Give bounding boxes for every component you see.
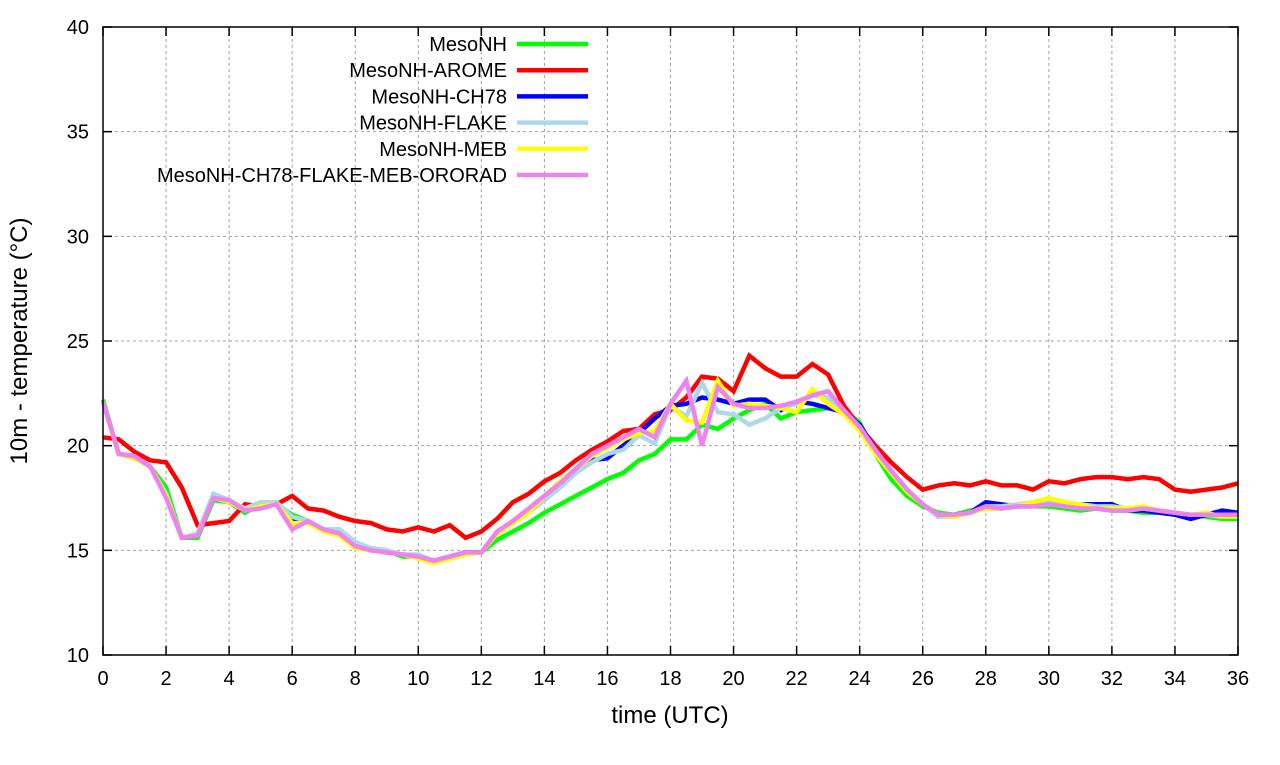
axis-ticks: 0 2 4 6 8 10 12 14 16 18 20 22 24 26 28 30 32 34 361015202… <box>67 17 1249 690</box>
y-axis-label: 10m - temperature (°C) <box>6 218 33 465</box>
x-tick-label: 36 <box>1227 668 1249 690</box>
legend-label: MesoNH <box>429 34 507 56</box>
x-tick-label: 12 <box>470 668 492 690</box>
legend-label: MesoNH-FLAKE <box>359 113 507 135</box>
x-tick-label: 10 <box>407 668 429 690</box>
x-tick-label: 30 <box>1038 668 1060 690</box>
x-tick-label: 22 <box>785 668 807 690</box>
y-tick-label: 10 <box>67 645 89 667</box>
x-tick-label: 4 <box>224 668 235 690</box>
x-tick-label: 24 <box>849 668 871 690</box>
x-tick-label: 32 <box>1101 668 1123 690</box>
x-tick-label: 18 <box>659 668 681 690</box>
y-tick-label: 25 <box>67 331 89 353</box>
x-tick-label: 28 <box>975 668 997 690</box>
series-line-mesonh-ch78-flake-meb-ororad <box>100 375 1238 564</box>
legend: MesoNH MesoNH-AROME MesoNH-CH78 MesoNH-FLAK… <box>157 34 588 187</box>
series-lines <box>100 352 1239 566</box>
y-tick-label: 15 <box>67 540 89 562</box>
x-tick-label: 0 <box>97 668 108 690</box>
x-tick-label: 20 <box>722 668 744 690</box>
x-tick-label: 14 <box>533 668 555 690</box>
legend-label: MesoNH-CH78 <box>371 86 507 108</box>
y-tick-label: 20 <box>67 436 89 458</box>
x-tick-label: 34 <box>1164 668 1186 690</box>
x-tick-label: 16 <box>596 668 618 690</box>
legend-label: MesoNH-CH78-FLAKE-MEB-ORORAD <box>157 165 507 187</box>
x-axis-label: time (UTC) <box>611 702 728 729</box>
x-tick-label: 26 <box>912 668 934 690</box>
legend-label: MesoNH-AROME <box>349 60 507 82</box>
x-tick-label: 2 <box>160 668 171 690</box>
x-tick-label: 6 <box>287 668 298 690</box>
y-tick-label: 35 <box>67 122 89 144</box>
x-tick-label: 8 <box>350 668 361 690</box>
y-tick-label: 40 <box>67 17 89 39</box>
legend-label: MesoNH-MEB <box>379 139 507 161</box>
y-tick-label: 30 <box>67 226 89 248</box>
grid <box>103 27 1238 655</box>
